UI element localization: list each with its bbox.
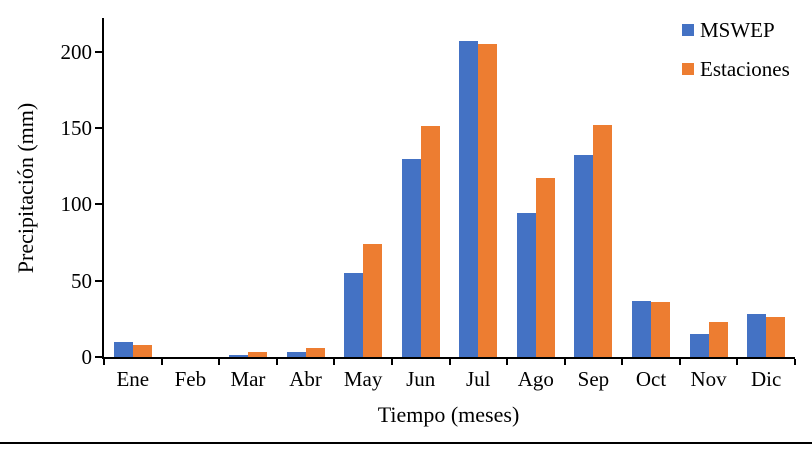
month-label-ago: Ago (517, 367, 554, 391)
bar-estaciones-oct (650, 302, 670, 357)
bar-group-jul (449, 18, 507, 357)
bar-estaciones-sep (593, 124, 613, 357)
bar-group-oct (622, 18, 680, 357)
y-tick-label: 150 (60, 115, 93, 140)
x-axis-title: Tiempo (meses) (377, 402, 520, 427)
legend: MSWEP Estaciones (682, 18, 790, 96)
y-tick-mark (95, 50, 102, 53)
bar-mswep-ago (516, 213, 536, 357)
x-tick-mark (621, 359, 624, 365)
bar-mswep-dic (747, 314, 767, 357)
x-tick-mark (333, 359, 336, 365)
legend-label-mswep: MSWEP (700, 18, 775, 42)
bar-mswep-jun (401, 158, 421, 357)
legend-row-estaciones: Estaciones (682, 57, 790, 81)
legend-swatch-mswep (682, 24, 694, 36)
bar-estaciones-ago (535, 178, 555, 357)
bar-group-may (334, 18, 392, 357)
bar-estaciones-ene (132, 344, 152, 357)
bar-estaciones-may (363, 244, 383, 357)
bar-group-abr (277, 18, 335, 357)
month-label-dic: Dic (750, 367, 782, 391)
bar-mswep-sep (574, 155, 594, 357)
legend-label-estaciones: Estaciones (700, 57, 790, 81)
bar-mswep-nov (689, 334, 709, 357)
month-label-ene: Ene (116, 367, 150, 391)
x-tick-mark (275, 359, 278, 365)
bar-group-mar (219, 18, 277, 357)
month-label-feb: Feb (174, 367, 207, 391)
bar-group-jun (392, 18, 450, 357)
x-tick-mark (563, 359, 566, 365)
y-tick-label: 100 (60, 192, 93, 217)
bar-estaciones-mar (247, 352, 267, 357)
bottom-border-line (0, 442, 812, 444)
x-axis-category-labels: Ene Feb Mar Abr May Jun Jul Ago Sep Oct Nov Dic (104, 366, 795, 392)
bar-mswep-oct (631, 300, 651, 357)
bar-mswep-jul (459, 40, 479, 357)
legend-swatch-estaciones (682, 63, 694, 75)
month-label-may: May (343, 367, 383, 391)
bar-group-dic (737, 18, 795, 357)
bars-container (104, 18, 795, 357)
month-label-nov: Nov (690, 367, 727, 391)
x-tick-mark (218, 359, 221, 365)
bar-mswep-abr (286, 352, 306, 357)
x-tick-mark (160, 359, 163, 365)
bar-mswep-may (344, 273, 364, 357)
bar-estaciones-dic (766, 317, 786, 357)
y-tick-label: 0 (81, 345, 93, 369)
x-tick-mark (736, 359, 739, 365)
month-label-jun: Jun (406, 367, 436, 391)
month-label-abr: Abr (289, 367, 322, 391)
legend-row-mswep: MSWEP (682, 18, 790, 42)
y-tick-label: 200 (60, 39, 93, 64)
y-tick-mark (95, 203, 102, 206)
plot-area: 0 50 100 150 200 (61, 18, 796, 368)
bar-group-ene (104, 18, 162, 357)
bar-estaciones-jun (420, 126, 440, 357)
month-label-sep: Sep (577, 367, 610, 391)
y-tick-mark (95, 279, 102, 282)
bar-estaciones-nov (708, 321, 728, 357)
x-tick-mark (448, 359, 451, 365)
bar-estaciones-abr (305, 347, 325, 357)
bar-estaciones-jul (478, 43, 498, 357)
bar-mswep-mar (228, 355, 248, 357)
bar-mswep-ene (113, 341, 133, 357)
x-tick-mark (390, 359, 393, 365)
x-tick-mark (794, 359, 796, 365)
month-label-mar: Mar (230, 367, 266, 391)
x-tick-mark (506, 359, 509, 365)
bar-group-ago (507, 18, 565, 357)
y-tick-mark (95, 356, 102, 358)
y-tick-label: 50 (71, 268, 92, 293)
y-tick-mark (95, 126, 102, 129)
month-label-oct: Oct (635, 367, 667, 391)
x-tick-mark (103, 359, 105, 365)
bar-group-sep (565, 18, 623, 357)
y-axis-title: Precipitación (mm) (13, 102, 38, 274)
x-tick-mark (678, 359, 681, 365)
bar-group-feb (162, 18, 220, 357)
bar-group-nov (680, 18, 738, 357)
month-label-jul: Jul (466, 367, 491, 391)
